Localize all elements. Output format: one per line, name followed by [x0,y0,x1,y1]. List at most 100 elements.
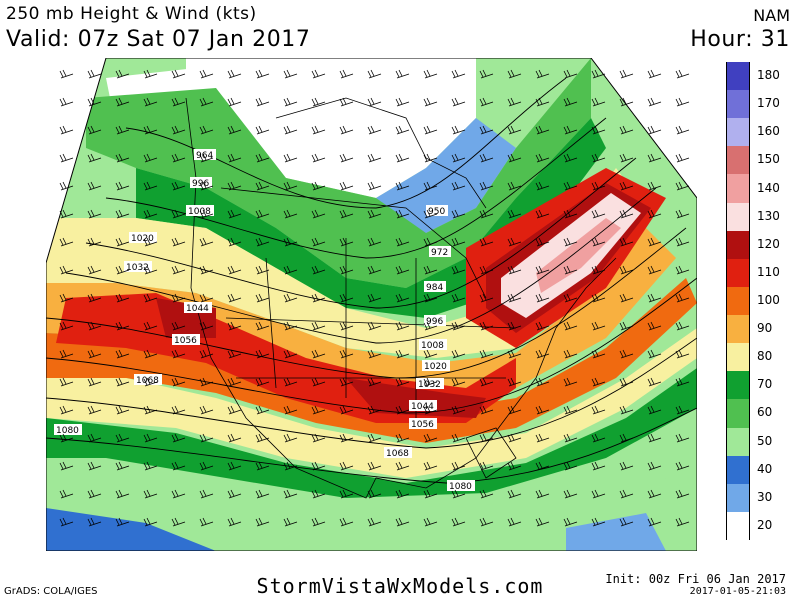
wind-barb [115,125,130,135]
wind-barb [479,181,494,191]
wind-barb [87,265,102,275]
wind-barb [115,69,130,79]
wind-barb [171,461,186,471]
wind-barb [115,97,130,107]
wind-barb [339,265,354,275]
height-label-bg [186,205,214,216]
wind-barb [619,489,634,499]
wind-barb [535,209,550,219]
wind-barb [227,293,242,303]
colorbar-label: 40 [757,461,773,476]
height-label: 1068 [386,449,409,459]
wind-barb [227,433,242,443]
height-label-bg [424,315,446,326]
wind-barb [395,237,410,247]
wind-barb [339,349,354,359]
wind-barb [675,433,690,443]
colorbar-label: 80 [757,349,773,364]
wind-barb [619,321,634,331]
height-label: 1044 [411,402,434,412]
wind-barb [563,181,578,191]
height-label-bg [409,400,437,411]
wind-barb [171,349,186,359]
wind-barb [619,265,634,275]
wind-barb [395,517,410,527]
wind-barb [423,489,438,499]
wind-barb [507,433,522,443]
wind-barb [199,181,214,191]
wind-barb [423,293,438,303]
wind-barb [283,181,298,191]
wind-barb [423,321,438,331]
wind-barb [87,125,102,135]
wind-barb [451,181,466,191]
wind-barb [591,489,606,499]
wind-barb [87,433,102,443]
wind-barb [171,517,186,527]
wind-barb [535,489,550,499]
wind-barb [479,237,494,247]
wind-barb [339,489,354,499]
colorbar-label: 160 [757,124,780,139]
height-label-bg [422,360,450,371]
wind-barb [451,489,466,499]
wind-barb [339,321,354,331]
wind-barb [171,69,186,79]
wind-barb [311,489,326,499]
colorbar-label: 180 [757,68,780,83]
wind-barb [535,181,550,191]
wind-barb [227,349,242,359]
wind-barb [591,125,606,135]
wind-barb [171,405,186,415]
colorbar-segment [726,258,750,287]
wind-barb [143,433,158,443]
wind-barb [563,321,578,331]
wind-barb [647,265,662,275]
wind-barb [451,349,466,359]
wind-barb [675,461,690,471]
wind-barb [563,349,578,359]
colorbar-label: 100 [757,293,780,307]
wind-barb [647,349,662,359]
wind-barb [367,125,382,135]
wind-barb [87,237,102,247]
wind-barb [395,125,410,135]
wind-barb [143,265,158,275]
wind-barb [143,321,158,331]
wind-barb [451,377,466,387]
wind-barb [647,125,662,135]
wind-barb [115,265,130,275]
wind-barb [339,377,354,387]
wind-barb [423,461,438,471]
wind-barb [395,293,410,303]
height-label: 1020 [424,362,447,372]
wind-barb [395,181,410,191]
wind-barb [507,97,522,107]
wind-barb [647,69,662,79]
wind-barb [451,321,466,331]
wind-barb [647,237,662,247]
wind-barb [255,125,270,135]
wind-barb [535,321,550,331]
wind-barb [507,489,522,499]
wind-barb [367,209,382,219]
wind-barb [87,517,102,527]
wind-barb [227,97,242,107]
wind-barb [255,237,270,247]
wind-barb [311,349,326,359]
wind-barb [115,489,130,499]
wind-barb [395,97,410,107]
wind-barb [115,293,130,303]
colorbar-label: 150 [757,152,780,167]
wind-barb [395,377,410,387]
wind-barb [59,461,74,471]
wind-barb [143,237,158,247]
wind-barb [619,237,634,247]
wind-barb [619,181,634,191]
wind-barb [311,181,326,191]
wind-barb [283,405,298,415]
wind-barb [311,265,326,275]
wind-barb [311,97,326,107]
wind-barb [479,125,494,135]
wind-barb [591,293,606,303]
